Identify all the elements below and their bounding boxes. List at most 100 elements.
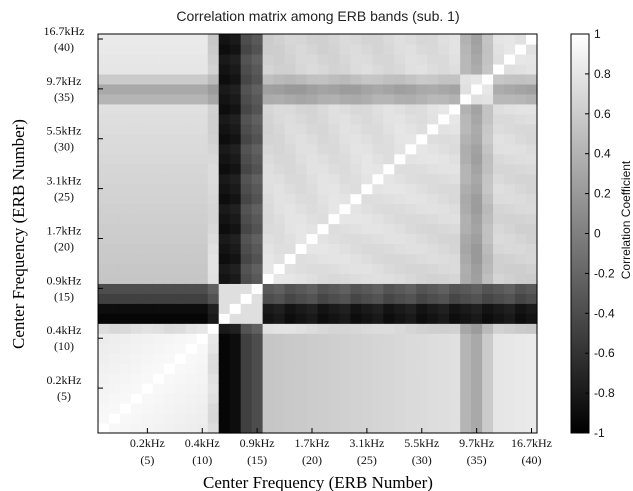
heatmap-cell <box>493 163 505 175</box>
heatmap-cell <box>119 353 132 364</box>
heatmap-cell <box>317 93 330 105</box>
heatmap-cell <box>438 133 450 145</box>
heatmap-cell <box>416 243 428 255</box>
heatmap-cell <box>449 43 461 55</box>
heatmap-cell <box>438 323 450 334</box>
heatmap-cell <box>185 213 198 225</box>
heatmap-cell <box>449 183 461 195</box>
heatmap-cell <box>240 83 253 95</box>
heatmap-cell <box>394 123 406 135</box>
heatmap-cell <box>526 143 538 155</box>
heatmap-cell <box>240 413 253 424</box>
heatmap-cell <box>98 53 110 65</box>
heatmap-cell <box>174 313 187 324</box>
heatmap-cell <box>350 383 362 394</box>
heatmap-cell <box>405 303 417 314</box>
heatmap-cell <box>98 423 110 434</box>
heatmap-cell <box>427 273 439 284</box>
heatmap-cell <box>438 363 450 374</box>
heatmap-cell <box>185 233 198 245</box>
heatmap-cell <box>372 233 384 245</box>
heatmap-cell <box>438 83 450 95</box>
heatmap-cell <box>383 393 395 404</box>
heatmap-cell <box>394 423 406 434</box>
heatmap-cell <box>98 333 110 344</box>
heatmap-cell <box>218 133 231 145</box>
heatmap-cell <box>416 93 428 105</box>
heatmap-cell <box>394 113 406 125</box>
heatmap-cell <box>98 373 110 384</box>
heatmap-cell <box>350 73 362 85</box>
heatmap-cell <box>493 133 505 145</box>
heatmap-cell <box>218 193 231 205</box>
heatmap-cell <box>427 163 439 175</box>
heatmap-cell <box>350 273 362 284</box>
heatmap-cell <box>361 373 373 384</box>
heatmap-cell <box>383 113 395 125</box>
heatmap-cell <box>196 333 209 344</box>
heatmap-cell <box>504 163 516 175</box>
heatmap-cell <box>130 343 143 354</box>
heatmap-cell <box>240 243 253 255</box>
heatmap-cell <box>273 153 286 165</box>
heatmap-cell <box>350 63 362 75</box>
heatmap-cell <box>372 323 384 334</box>
heatmap-cell <box>262 93 275 105</box>
heatmap-cell <box>526 133 538 145</box>
heatmap-cell <box>427 203 439 215</box>
heatmap-cell <box>317 283 330 294</box>
heatmap-cell <box>405 43 417 55</box>
heatmap-cell <box>163 283 176 294</box>
heatmap-cell <box>493 83 505 95</box>
heatmap-cell <box>119 53 132 65</box>
heatmap-cell <box>504 223 516 235</box>
x-tick-label-freq: 1.7kHz <box>295 436 330 450</box>
heatmap-cell <box>273 253 286 265</box>
heatmap-cell <box>284 63 297 75</box>
heatmap-cell <box>350 163 362 175</box>
heatmap-cell <box>526 163 538 175</box>
heatmap-cell <box>119 233 132 245</box>
heatmap-cell <box>482 353 494 364</box>
heatmap-cell <box>207 383 220 394</box>
heatmap-cell <box>108 333 121 344</box>
heatmap-cell <box>328 53 341 65</box>
heatmap-cell <box>306 273 319 284</box>
heatmap-cell <box>350 353 362 364</box>
heatmap-cell <box>416 173 428 185</box>
x-tick-label-freq: 0.2kHz <box>130 436 165 450</box>
heatmap-cell <box>119 103 132 115</box>
heatmap-cell <box>207 393 220 404</box>
heatmap-cell <box>471 343 483 354</box>
heatmap-cell <box>471 43 483 55</box>
heatmap-cell <box>251 113 264 125</box>
heatmap-cell <box>449 283 461 294</box>
heatmap-cell <box>262 113 275 125</box>
heatmap-cell <box>361 233 373 245</box>
heatmap-cell <box>141 233 154 245</box>
heatmap-cell <box>504 143 516 155</box>
heatmap-cell <box>229 353 242 364</box>
heatmap-cell <box>98 63 110 75</box>
heatmap-cell <box>185 73 198 85</box>
heatmap-cell <box>515 63 527 75</box>
heatmap-cell <box>449 63 461 75</box>
heatmap-cell <box>295 243 308 255</box>
heatmap-cell <box>163 393 176 404</box>
heatmap-cell <box>152 173 165 185</box>
heatmap-cell <box>493 343 505 354</box>
heatmap-cell <box>526 213 538 225</box>
heatmap-cell <box>339 183 352 195</box>
heatmap-cell <box>207 263 220 274</box>
heatmap-cell <box>273 223 286 235</box>
heatmap-cell <box>416 353 428 364</box>
heatmap-cell <box>229 393 242 404</box>
heatmap-cell <box>504 43 516 55</box>
heatmap-cell <box>515 313 527 324</box>
heatmap-cell <box>284 34 297 45</box>
heatmap-cell <box>361 83 373 95</box>
heatmap-cell <box>273 43 286 55</box>
heatmap-cell <box>174 343 187 354</box>
heatmap-cell <box>504 113 516 125</box>
heatmap-cell <box>108 413 121 424</box>
